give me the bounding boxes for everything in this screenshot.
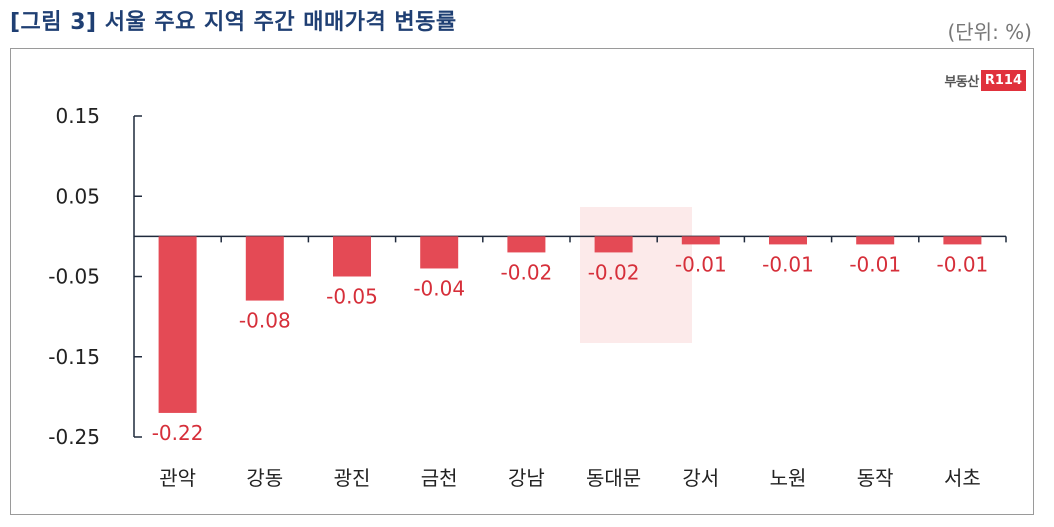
unit-label: (단위: %) <box>947 20 1032 44</box>
bar <box>594 236 633 253</box>
bar <box>507 236 546 253</box>
data-label: -0.08 <box>239 309 291 333</box>
data-label: -0.02 <box>501 260 553 284</box>
data-label: -0.22 <box>152 421 204 445</box>
y-tick-label: 0.15 <box>55 104 100 128</box>
bar <box>856 236 895 245</box>
data-label: -0.05 <box>326 285 378 309</box>
y-tick-label: 0.05 <box>55 184 100 208</box>
chart-frame <box>10 48 1034 515</box>
y-tick-label: -0.05 <box>48 265 100 289</box>
data-label: -0.04 <box>413 276 465 300</box>
bar <box>769 236 807 245</box>
x-tick-label: 강남 <box>508 466 545 490</box>
data-label: -0.01 <box>675 252 727 276</box>
x-tick-label: 광진 <box>334 466 371 490</box>
watermark <box>580 207 692 343</box>
x-tick-label: 동대문 <box>586 466 641 490</box>
x-tick-label: 강서 <box>682 466 719 490</box>
r114-logo: 부동산 R114 <box>944 70 1026 91</box>
y-tick-label: -0.25 <box>48 425 100 449</box>
data-label: -0.02 <box>588 260 640 284</box>
bar <box>681 236 720 245</box>
bar <box>333 236 371 277</box>
x-tick-label: 동작 <box>857 466 894 490</box>
x-tick-label: 노원 <box>770 466 807 490</box>
data-label: -0.01 <box>849 252 901 276</box>
bar <box>420 236 459 269</box>
logo-text: 부동산 <box>944 75 979 90</box>
data-label: -0.01 <box>762 252 814 276</box>
bar <box>158 236 197 413</box>
x-tick-label: 관악 <box>159 466 196 490</box>
x-tick-label: 서초 <box>944 466 981 490</box>
data-label: -0.01 <box>937 252 989 276</box>
bar <box>245 236 284 301</box>
x-tick-label: 금천 <box>421 466 458 490</box>
chart-title: [그림 3] 서울 주요 지역 주간 매매가격 변동률 <box>10 10 457 35</box>
x-tick-label: 강동 <box>246 466 283 490</box>
y-tick-label: -0.15 <box>48 345 100 369</box>
logo-mark: R114 <box>980 70 1026 91</box>
bar <box>943 236 982 245</box>
